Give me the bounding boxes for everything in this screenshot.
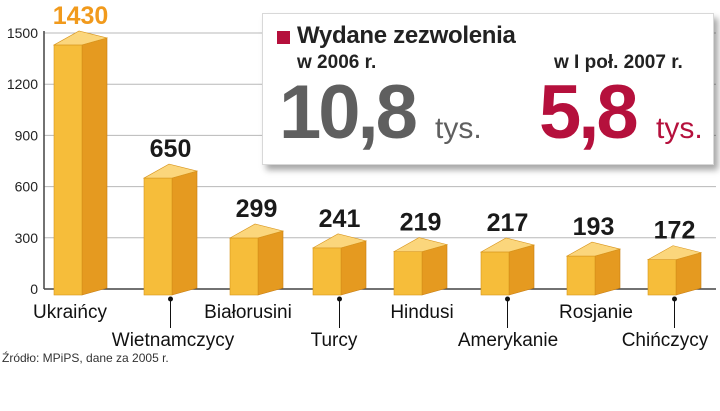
bar-side-face bbox=[508, 244, 535, 296]
info-title: Wydane zezwolenia bbox=[297, 22, 516, 49]
category-label: Hindusi bbox=[390, 302, 453, 323]
bars: 1430 650 299 241 219 217 193 172 bbox=[52, 2, 703, 296]
bar-front-face bbox=[229, 237, 259, 296]
y-axis: 0 300 600 900 1200 1500 bbox=[7, 25, 45, 297]
category-label: Turcy bbox=[311, 330, 358, 351]
bar-front-face bbox=[393, 251, 423, 296]
bar-side-face bbox=[81, 37, 108, 296]
y-tick-label: 900 bbox=[15, 127, 39, 143]
bar-front-face bbox=[53, 44, 83, 296]
period1-unit: tys. bbox=[435, 112, 482, 145]
y-tick-label: 0 bbox=[30, 281, 38, 297]
category-label: Chińczycy bbox=[622, 330, 709, 351]
category-label: Amerykanie bbox=[458, 330, 558, 351]
period2-value: 5,8 bbox=[539, 70, 639, 155]
period1-value: 10,8 bbox=[279, 70, 418, 155]
bar-value-label: 1430 bbox=[53, 2, 109, 30]
bar-top-face bbox=[52, 30, 109, 46]
bar-value-label: 219 bbox=[400, 209, 442, 237]
category-label: Białorusini bbox=[204, 302, 292, 323]
bar-value-label: 193 bbox=[573, 213, 615, 241]
bar-value-label: 241 bbox=[319, 205, 361, 233]
bar-value-label: 172 bbox=[654, 217, 696, 245]
bar-7: 193 bbox=[565, 213, 622, 296]
bar-3: 299 bbox=[228, 195, 285, 296]
category-label: Wietnamczycy bbox=[112, 330, 235, 351]
bar-5: 219 bbox=[392, 209, 449, 296]
y-tick-label: 1500 bbox=[7, 25, 38, 41]
bar-side-face bbox=[594, 248, 621, 296]
bar-value-label: 299 bbox=[236, 195, 278, 223]
bar-side-face bbox=[171, 170, 198, 296]
category-label: Ukraińcy bbox=[33, 302, 107, 323]
bar-front-face bbox=[312, 247, 342, 296]
bar-value-label: 650 bbox=[150, 135, 192, 163]
bar-side-face bbox=[675, 252, 702, 296]
bar-side-face bbox=[257, 230, 284, 296]
bar-6: 217 bbox=[479, 209, 536, 296]
bar-front-face bbox=[647, 259, 677, 296]
bar-side-face bbox=[340, 240, 367, 296]
period1-label: w 2006 r. bbox=[297, 52, 377, 73]
bar-side-face bbox=[421, 244, 448, 296]
bar-value-label: 217 bbox=[487, 209, 529, 237]
bar-4: 241 bbox=[311, 205, 368, 296]
bar-top-face bbox=[311, 233, 368, 249]
bar-front-face bbox=[480, 251, 510, 296]
bar-top-face bbox=[228, 223, 285, 239]
bar-2: 650 bbox=[142, 135, 199, 296]
y-tick-label: 300 bbox=[15, 230, 39, 246]
bar-front-face bbox=[143, 177, 173, 296]
bar-top-face bbox=[142, 163, 199, 179]
legend-square-icon bbox=[277, 31, 290, 44]
source-note: Źródło: MPiPS, dane za 2005 r. bbox=[2, 351, 169, 365]
period2-label: w I poł. 2007 r. bbox=[554, 52, 683, 73]
y-tick-label: 1200 bbox=[7, 76, 38, 92]
bar-top-face bbox=[646, 245, 703, 260]
category-label: Rosjanie bbox=[559, 302, 633, 323]
y-tick-label: 600 bbox=[15, 179, 39, 195]
permits-info-box: Wydane zezwolenia w 2006 r. w I poł. 200… bbox=[262, 13, 714, 165]
bar-top-face bbox=[479, 237, 536, 253]
bar-8: 172 bbox=[646, 217, 703, 296]
bar-top-face bbox=[565, 241, 622, 257]
bar-front-face bbox=[566, 255, 596, 296]
bar-1: 1430 bbox=[52, 2, 109, 296]
period2-unit: tys. bbox=[656, 112, 703, 145]
bar-top-face bbox=[392, 237, 449, 252]
